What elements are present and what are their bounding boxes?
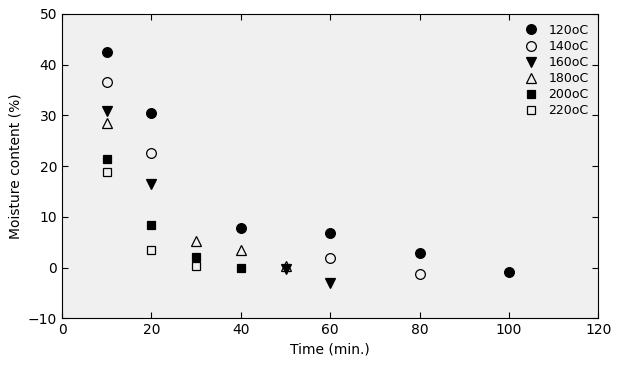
- 180oC: [237, 247, 244, 252]
- 160oC: [148, 182, 155, 186]
- 200oC: [148, 223, 155, 228]
- Legend: 120oC, 140oC, 160oC, 180oC, 200oC, 220oC: 120oC, 140oC, 160oC, 180oC, 200oC, 220oC: [515, 20, 592, 121]
- 160oC: [327, 281, 334, 285]
- Line: 200oC: 200oC: [102, 155, 245, 272]
- 120oC: [103, 50, 110, 54]
- 120oC: [148, 111, 155, 115]
- X-axis label: Time (min.): Time (min.): [290, 343, 370, 357]
- Line: 220oC: 220oC: [102, 168, 200, 270]
- 180oC: [282, 264, 290, 269]
- 140oC: [148, 151, 155, 155]
- 220oC: [148, 247, 155, 252]
- 220oC: [103, 170, 110, 174]
- 200oC: [103, 157, 110, 162]
- 140oC: [327, 256, 334, 261]
- Line: 140oC: 140oC: [102, 77, 425, 278]
- 160oC: [103, 109, 110, 114]
- 180oC: [192, 239, 200, 243]
- 120oC: [327, 231, 334, 235]
- 120oC: [505, 269, 513, 274]
- 140oC: [103, 80, 110, 85]
- 140oC: [416, 272, 423, 276]
- 200oC: [192, 255, 200, 260]
- 220oC: [192, 264, 200, 268]
- 180oC: [103, 121, 110, 125]
- Line: 120oC: 120oC: [102, 47, 514, 276]
- 120oC: [237, 226, 244, 230]
- 200oC: [237, 265, 244, 270]
- Line: 160oC: 160oC: [102, 106, 335, 288]
- 160oC: [282, 267, 290, 271]
- Y-axis label: Moisture content (%): Moisture content (%): [8, 93, 22, 239]
- 120oC: [416, 251, 423, 255]
- Line: 180oC: 180oC: [102, 118, 290, 271]
